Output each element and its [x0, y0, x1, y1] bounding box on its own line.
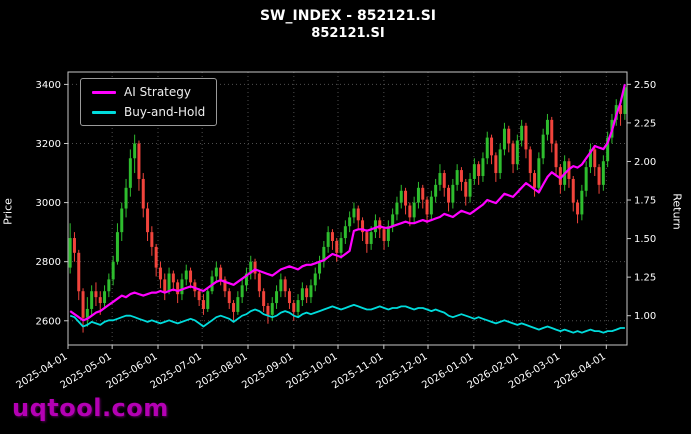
ai-strategy-line	[69, 84, 626, 322]
y-axis-label-return: Return	[670, 193, 684, 230]
chart-title-block: SW_INDEX - 852121.SI 852121.SI	[68, 8, 628, 42]
legend-item-ai-strategy: AI Strategy	[92, 85, 205, 99]
svg-text:3200: 3200	[36, 139, 61, 150]
svg-text:2.00: 2.00	[634, 157, 656, 168]
buy-and-hold-line	[69, 303, 625, 334]
svg-text:2026-04-01: 2026-04-01	[553, 351, 608, 391]
svg-text:2.25: 2.25	[634, 118, 656, 129]
svg-text:2800: 2800	[36, 257, 61, 268]
legend-item-buy-and-hold: Buy-and-Hold	[92, 105, 205, 119]
chart-subtitle: 852121.SI	[311, 25, 385, 41]
svg-text:3000: 3000	[36, 198, 61, 209]
legend-label-ai-strategy: AI Strategy	[124, 85, 191, 99]
svg-text:1.00: 1.00	[634, 311, 656, 322]
svg-text:1.50: 1.50	[634, 234, 656, 245]
svg-text:1.75: 1.75	[634, 196, 656, 207]
svg-text:1.25: 1.25	[634, 273, 656, 284]
svg-text:3400: 3400	[36, 80, 61, 91]
watermark: uqtool.com	[12, 394, 169, 422]
ai-strategy-line-swatch	[92, 90, 116, 94]
y-axis-label-price: Price	[1, 198, 15, 225]
legend-label-buy-and-hold: Buy-and-Hold	[124, 105, 206, 119]
svg-text:2.50: 2.50	[634, 80, 656, 91]
chart-title: SW_INDEX - 852121.SI	[259, 8, 437, 24]
legend: AI Strategy Buy-and-Hold	[80, 78, 218, 126]
plot-border	[67, 71, 628, 346]
svg-text:2600: 2600	[36, 316, 61, 327]
buy-and-hold-line-swatch	[92, 110, 116, 114]
candlesticks	[68, 84, 627, 333]
